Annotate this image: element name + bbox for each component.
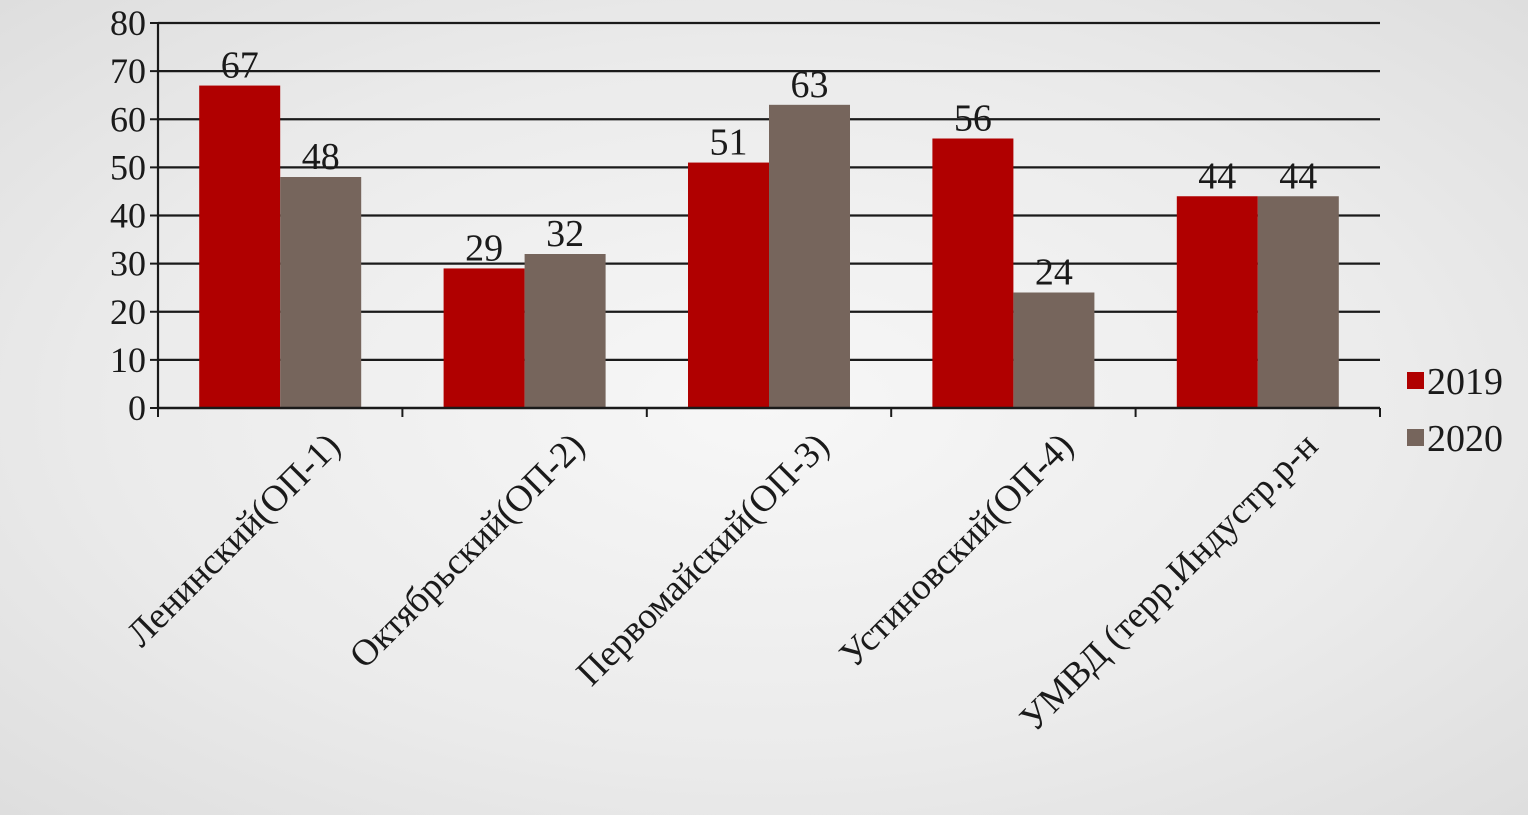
legend-swatch	[1407, 372, 1424, 389]
data-label: 24	[1035, 252, 1073, 294]
bar-2020	[769, 104, 850, 408]
data-labels: 67 48 29 32 51 63 56 24 44 44	[221, 45, 1318, 294]
bar-2020	[524, 254, 606, 408]
y-tick-label: 20	[110, 292, 146, 332]
data-label: 56	[954, 98, 992, 140]
data-label: 32	[546, 213, 584, 255]
data-label: 67	[221, 45, 259, 87]
data-label: 63	[791, 64, 829, 106]
y-tick-label: 10	[110, 340, 146, 380]
category-label: Первомайский(ОП-3)	[569, 425, 838, 694]
data-label: 44	[1198, 155, 1236, 197]
bar-2020	[1013, 292, 1095, 408]
legend-label: 2019	[1427, 361, 1503, 403]
legend-label: 2020	[1427, 418, 1503, 460]
y-tick-label: 70	[110, 51, 146, 91]
category-label: Октябрьский(ОП-2)	[342, 425, 593, 676]
data-label: 44	[1279, 155, 1317, 197]
legend: 2019 2020	[1407, 361, 1503, 460]
data-label: 51	[710, 122, 748, 164]
category-labels: Ленинский(ОП-1)Октябрьский(ОП-2)Первомай…	[119, 425, 1326, 739]
y-tick-label: 0	[128, 388, 146, 428]
legend-swatch	[1407, 429, 1424, 446]
bar-2019	[199, 85, 281, 408]
bar-2019	[1176, 196, 1258, 408]
y-tick-label: 30	[110, 244, 146, 284]
bar-2019	[932, 138, 1014, 408]
axes	[150, 22, 1381, 417]
y-tick-label: 50	[110, 147, 146, 187]
y-tick-label: 40	[110, 196, 146, 236]
category-label: Ленинский(ОП-1)	[119, 425, 349, 655]
bar-2019	[443, 268, 525, 408]
bar-2020	[280, 177, 362, 408]
y-tick-labels: 0 10 20 30 40 50 60 70 80	[110, 3, 146, 428]
data-label: 29	[465, 227, 503, 269]
y-tick-label: 80	[110, 3, 146, 43]
y-tick-label: 60	[110, 99, 146, 139]
data-label: 48	[302, 136, 340, 178]
bar-2019	[688, 162, 769, 408]
bar-2020	[1257, 196, 1339, 408]
bars	[199, 85, 1339, 408]
category-label: Устиновский(ОП-4)	[832, 425, 1082, 675]
